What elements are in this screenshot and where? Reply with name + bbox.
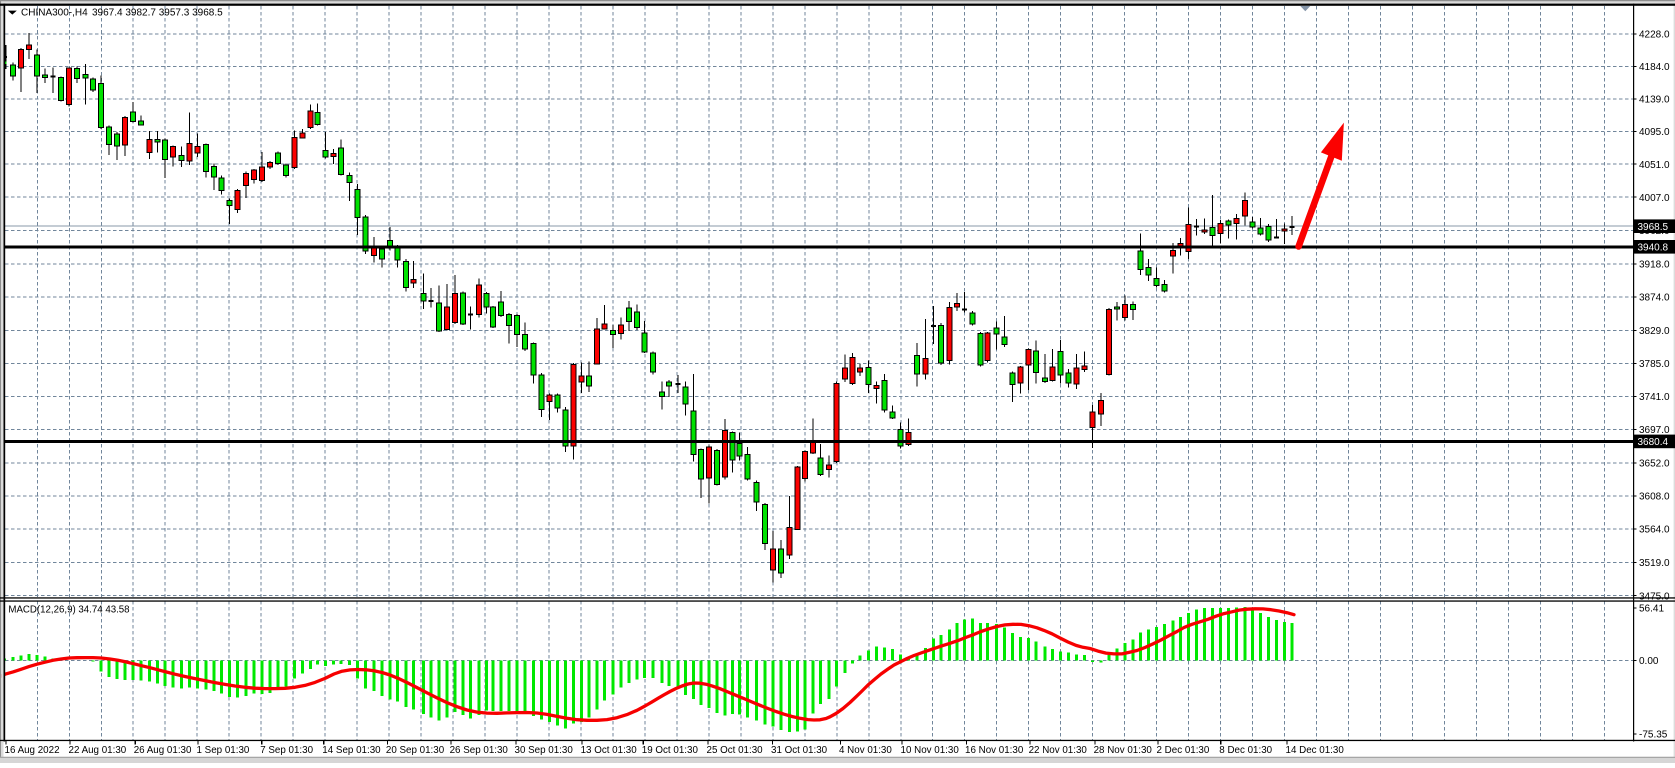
svg-text:4051.0: 4051.0 [1639,160,1670,171]
svg-text:26 Aug 01:30: 26 Aug 01:30 [134,745,192,756]
svg-text:3967.4 3982.7 3957.3 3968.5: 3967.4 3982.7 3957.3 3968.5 [92,7,223,18]
svg-text:3652.0: 3652.0 [1639,459,1670,470]
svg-text:16 Nov 01:30: 16 Nov 01:30 [965,745,1024,756]
svg-text:4 Nov 01:30: 4 Nov 01:30 [839,745,892,756]
svg-text:3874.0: 3874.0 [1639,293,1670,304]
svg-text:16 Aug 2022: 16 Aug 2022 [5,745,60,756]
svg-text:10 Nov 01:30: 10 Nov 01:30 [901,745,960,756]
svg-text:3918.0: 3918.0 [1639,259,1670,270]
svg-text:3829.0: 3829.0 [1639,326,1670,337]
svg-text:MACD(12,26,9) 34.74 43.58: MACD(12,26,9) 34.74 43.58 [8,604,129,615]
svg-text:22 Aug 01:30: 22 Aug 01:30 [69,745,127,756]
svg-text:3785.0: 3785.0 [1639,359,1670,370]
svg-text:22 Nov 01:30: 22 Nov 01:30 [1029,745,1088,756]
svg-text:0.00: 0.00 [1639,656,1659,667]
svg-text:3608.0: 3608.0 [1639,492,1670,503]
svg-text:26 Sep 01:30: 26 Sep 01:30 [450,745,509,756]
svg-text:7 Sep 01:30: 7 Sep 01:30 [260,745,313,756]
svg-text:20 Sep 01:30: 20 Sep 01:30 [386,745,445,756]
svg-text:3564.0: 3564.0 [1639,525,1670,536]
svg-text:28 Nov 01:30: 28 Nov 01:30 [1094,745,1153,756]
svg-text:4184.0: 4184.0 [1639,62,1670,73]
svg-text:2 Dec 01:30: 2 Dec 01:30 [1157,745,1210,756]
svg-text:4228.0: 4228.0 [1639,29,1670,40]
svg-text:25 Oct 01:30: 25 Oct 01:30 [707,745,764,756]
svg-text:30 Sep 01:30: 30 Sep 01:30 [515,745,574,756]
svg-text:8 Dec 01:30: 8 Dec 01:30 [1219,745,1272,756]
svg-text:4095.0: 4095.0 [1639,127,1670,138]
svg-text:3968.5: 3968.5 [1638,222,1669,233]
svg-text:13 Oct 01:30: 13 Oct 01:30 [581,745,638,756]
svg-text:14 Dec 01:30: 14 Dec 01:30 [1286,745,1345,756]
svg-text:1 Sep 01:30: 1 Sep 01:30 [197,745,250,756]
svg-text:3741.0: 3741.0 [1639,392,1670,403]
svg-text:56.41: 56.41 [1639,604,1664,615]
svg-text:3475.0: 3475.0 [1639,591,1670,602]
svg-text:-75.35: -75.35 [1639,730,1668,741]
svg-text:CHINA300-,H4: CHINA300-,H4 [21,7,88,18]
svg-text:31 Oct 01:30: 31 Oct 01:30 [771,745,828,756]
svg-text:3697.0: 3697.0 [1639,425,1670,436]
svg-text:19 Oct 01:30: 19 Oct 01:30 [642,745,699,756]
svg-text:3519.0: 3519.0 [1639,558,1670,569]
svg-text:4139.0: 4139.0 [1639,94,1670,105]
svg-text:3680.4: 3680.4 [1638,437,1669,448]
svg-text:14 Sep 01:30: 14 Sep 01:30 [322,745,381,756]
svg-text:3940.8: 3940.8 [1638,243,1669,254]
svg-text:4007.0: 4007.0 [1639,193,1670,204]
